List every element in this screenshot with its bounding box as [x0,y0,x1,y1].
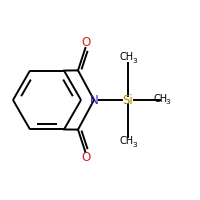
Text: 3: 3 [166,99,170,105]
Text: CH: CH [120,52,134,62]
Text: CH: CH [153,94,167,104]
Text: O: O [81,151,90,164]
Text: N: N [90,94,98,106]
Text: 3: 3 [132,142,137,148]
Text: 3: 3 [132,58,137,64]
Text: CH: CH [120,136,134,146]
Text: O: O [81,36,90,49]
Text: Si: Si [123,94,133,106]
